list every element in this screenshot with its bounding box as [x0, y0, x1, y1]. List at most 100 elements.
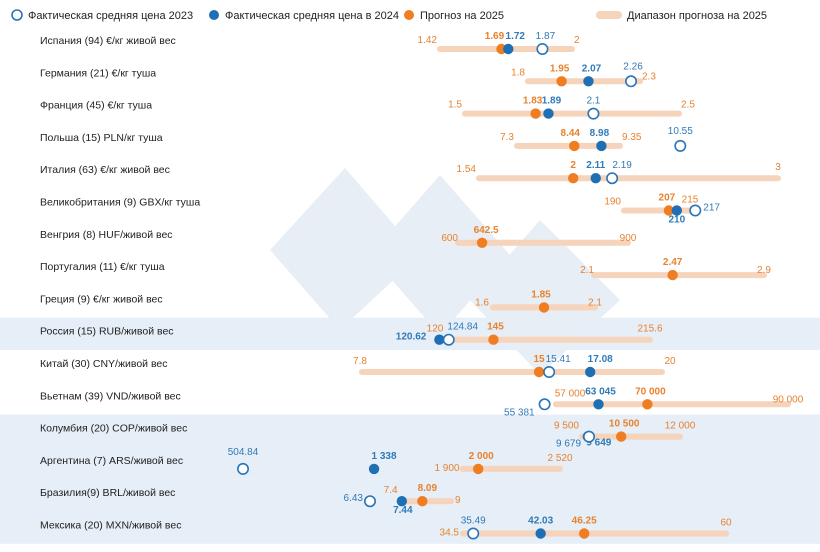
- point-forecast-2025: [569, 140, 580, 152]
- label-forecast-2025: 10 500: [609, 419, 640, 430]
- range-min-label: 7.3: [500, 132, 514, 143]
- point-actual-2023: [625, 75, 638, 88]
- point-actual-2023: [689, 204, 702, 217]
- label-actual-2023: 217: [703, 203, 720, 214]
- range-min-label: 190: [604, 197, 621, 208]
- point-actual-2024: [503, 43, 514, 55]
- label-actual-2023: 2.26: [623, 61, 643, 72]
- label-actual-2024: 120.62: [396, 332, 427, 343]
- row-5: Великобритания (9) GBX/кг туша 190 215 207 2…: [40, 193, 720, 226]
- label-actual-2023: 1.87: [536, 31, 556, 42]
- label-actual-2023: 2.19: [612, 160, 632, 171]
- label-actual-2023: 35.49: [461, 516, 486, 527]
- point-actual-2024: [596, 140, 607, 152]
- row-label: Испания (94) €/кг живой вес: [40, 35, 176, 47]
- row-label: Аргентина (7) ARS/живой вес: [40, 455, 183, 467]
- label-forecast-2025: 1.83: [523, 96, 543, 107]
- range-min-label: 600: [441, 233, 458, 244]
- label-forecast-2025: 8.44: [561, 128, 581, 139]
- legend-marker-2025: [404, 10, 414, 20]
- label-forecast-2025: 1.95: [550, 63, 570, 74]
- label-actual-2024: 2.07: [582, 63, 602, 74]
- range-min-label: 7.4: [384, 485, 398, 496]
- row-label: Франция (45) €/кг туша: [40, 100, 152, 112]
- point-forecast-2025: [616, 431, 627, 442]
- label-actual-2023: 2.1: [586, 96, 600, 107]
- highlight-band: [0, 511, 820, 544]
- label-forecast-2025: 15: [533, 354, 545, 365]
- point-forecast-2025: [533, 366, 545, 378]
- point-actual-2023: [583, 430, 596, 443]
- range-max-label: 2.5: [681, 100, 695, 111]
- row-2: Франция (45) €/кг туша 1.5 2.5 1.83 1.89 2.1: [40, 96, 695, 120]
- label-forecast-2025: 8.09: [418, 483, 438, 494]
- legend-label-range: Диапазон прогноза на 2025: [627, 10, 767, 22]
- row-0: Испания (94) €/кг живой вес 1.42 2 1.69 1.72…: [40, 31, 580, 55]
- point-actual-2024: [584, 366, 596, 378]
- range-min-label: 1.6: [475, 297, 489, 308]
- legend: Фактическая средняя цена 2023 Фактическа…: [11, 9, 767, 22]
- range-max-label: 215.6: [637, 324, 662, 335]
- row-label: Россия (15) RUB/живой вес: [40, 326, 174, 338]
- row-13: Аргентина (7) ARS/живой вес 1 900 2 520 2 0…: [40, 447, 573, 475]
- watermark-logo: [270, 168, 620, 375]
- label-actual-2023: 10.55: [668, 126, 693, 137]
- row-15: Мексика (20) MXN/живой вес 34.5 60 46.25 42.…: [40, 516, 732, 540]
- label-forecast-2025: 2 000: [469, 451, 494, 462]
- point-forecast-2025: [476, 237, 488, 248]
- point-actual-2023: [606, 172, 619, 185]
- range-min-label: 1.42: [418, 35, 438, 46]
- point-forecast-2025: [530, 108, 541, 119]
- row-7: Португалия (11) €/кг туша 2.1 2.9 2.47: [40, 257, 771, 281]
- label-forecast-2025: 1.69: [485, 31, 505, 42]
- highlight-band: [0, 446, 820, 480]
- range-min-label: 1.54: [457, 164, 477, 175]
- range-max-label: 900: [620, 233, 637, 244]
- range-max-label: 2 520: [547, 453, 572, 464]
- point-actual-2024: [396, 496, 408, 507]
- point-actual-2023: [674, 139, 687, 152]
- label-actual-2023: 504.84: [228, 447, 259, 458]
- point-actual-2023: [587, 107, 600, 120]
- range-min-label: 34.5: [440, 528, 460, 539]
- row-8: Греция (9) €/кг живой вес 1.6 2.1 1.85: [40, 289, 602, 313]
- point-forecast-2025: [556, 76, 567, 87]
- range-min-label: 7.8: [353, 356, 367, 367]
- row-label: Германия (21) €/кг туша: [40, 67, 156, 79]
- point-actual-2023: [237, 462, 250, 475]
- row-label: Бразилия(9) BRL/живой вес: [40, 487, 175, 499]
- range-max-label: 2.9: [757, 265, 771, 276]
- row-label: Италия (63) €/кг живой вес: [40, 164, 170, 176]
- label-forecast-2025: 46.25: [572, 516, 597, 527]
- label-actual-2024: 63 045: [585, 386, 616, 397]
- label-actual-2024: 1 338: [372, 451, 397, 462]
- point-forecast-2025: [488, 334, 499, 345]
- label-actual-2024: 7.44: [393, 505, 413, 516]
- point-actual-2023: [363, 495, 376, 508]
- point-actual-2024: [543, 108, 554, 119]
- range-min-label: 120: [427, 324, 444, 335]
- row-label: Польша (15) PLN/кг туша: [40, 132, 163, 144]
- label-actual-2024: 42.03: [528, 516, 553, 527]
- label-actual-2024: 8.98: [590, 128, 610, 139]
- row-6: Венгрия (8) HUF/живой вес 600 900 642.5: [40, 225, 637, 248]
- row-3: Польша (15) PLN/кг туша 7.3 9.35 8.44 8.98 10…: [40, 126, 693, 152]
- range-max-label: 60: [720, 518, 732, 529]
- point-forecast-2025: [473, 463, 484, 475]
- row-label: Китай (30) CNY/живой вес: [40, 358, 168, 370]
- row-label: Вьетнам (39) VND/живой вес: [40, 390, 181, 402]
- point-actual-2023: [536, 42, 549, 55]
- legend-label-2025: Прогноз на 2025: [420, 10, 504, 22]
- label-actual-2024: 1.72: [506, 31, 526, 42]
- label-actual-2024: 2.11: [586, 160, 605, 171]
- label-forecast-2025: 145: [487, 322, 504, 333]
- point-actual-2024: [671, 205, 682, 216]
- label-forecast-2025: 207: [659, 193, 676, 204]
- range-min-label: 2.1: [580, 265, 594, 276]
- row-4: Италия (63) €/кг живой вес 1.54 3 2 2.11 2.19: [40, 160, 781, 185]
- range-max-label: 2: [574, 35, 580, 46]
- legend-marker-range: [596, 11, 622, 19]
- range-max-label: 9.35: [622, 132, 642, 143]
- row-14: Бразилия(9) BRL/живой вес 7.4 9 8.09 7.44 6.4…: [40, 483, 461, 516]
